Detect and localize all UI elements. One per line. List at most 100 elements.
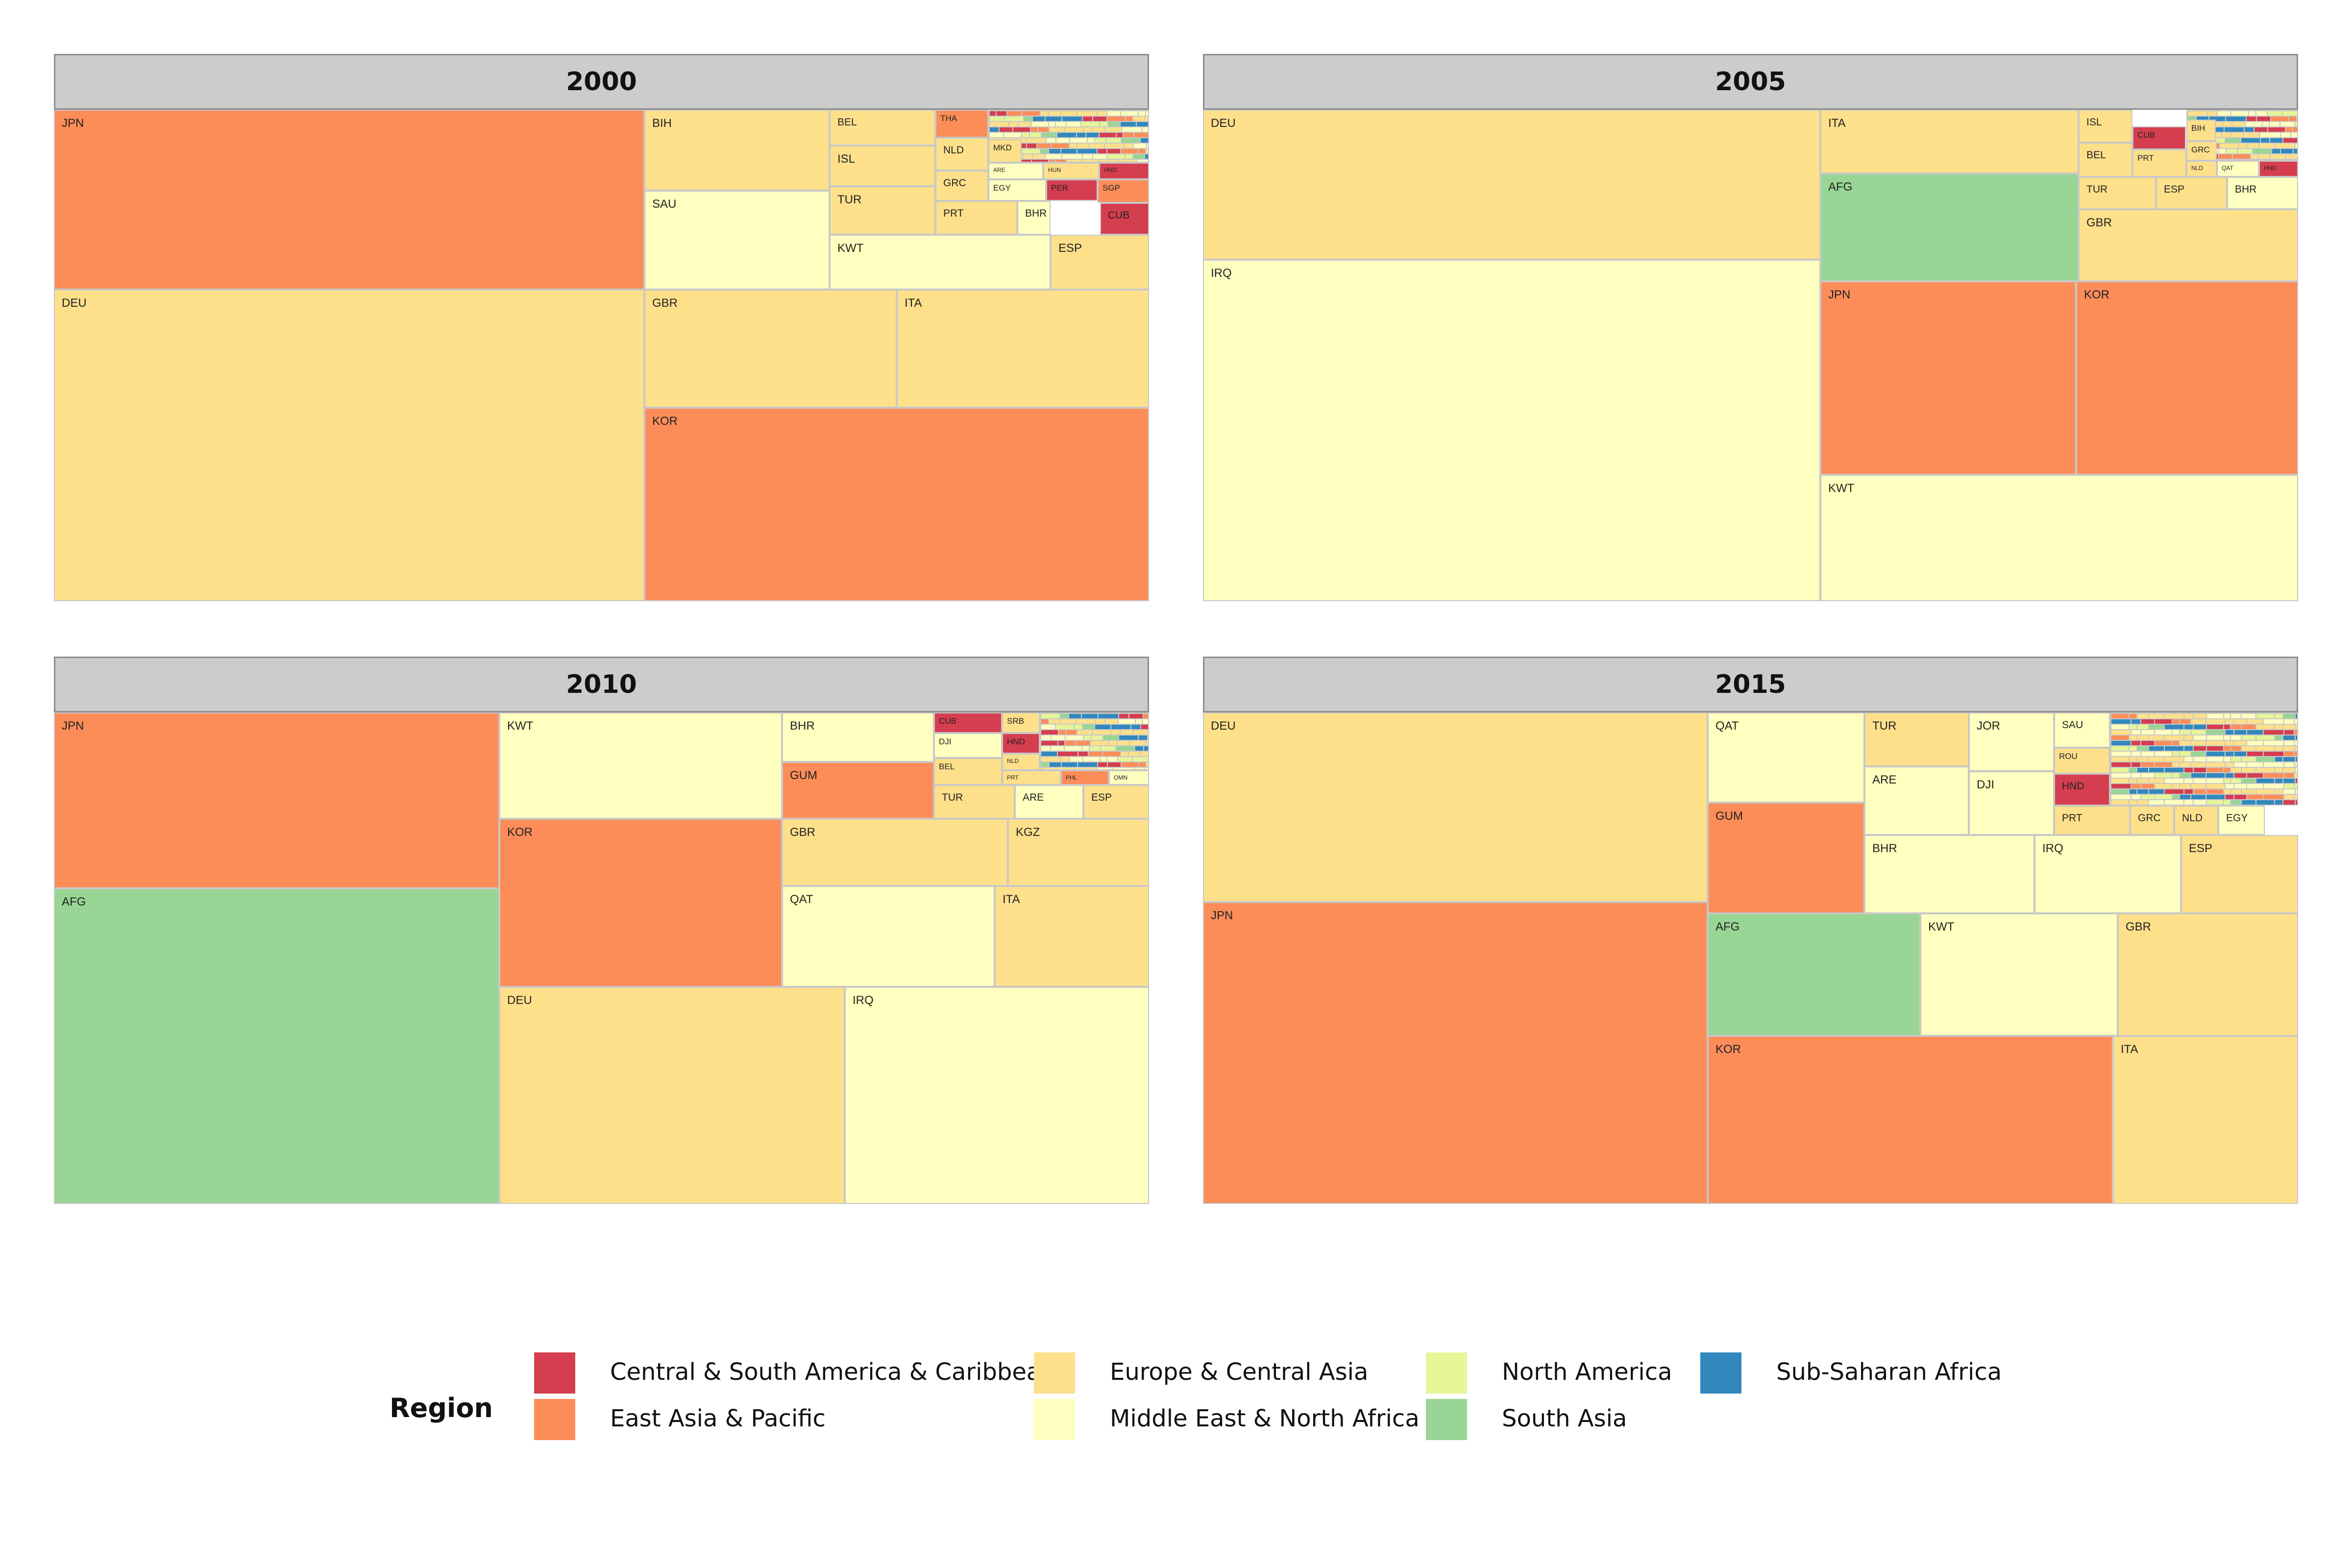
treemap-tile-ita[interactable]: ITA bbox=[995, 886, 1149, 987]
treemap-tile-grc[interactable]: GRC bbox=[2130, 806, 2174, 835]
treemap-tile-dji[interactable]: DJI bbox=[1969, 771, 2054, 835]
treemap-tile-prt[interactable]: PRT bbox=[2132, 149, 2186, 177]
treemap-tile-gum[interactable]: GUM bbox=[782, 762, 934, 819]
treemap-tile-srb[interactable]: SRB bbox=[1002, 712, 1040, 733]
treemap-tile-qat[interactable]: QAT bbox=[782, 886, 995, 987]
treemap-tile-bhr[interactable]: BHR bbox=[1864, 835, 2034, 913]
tile-label: ESP bbox=[1091, 792, 1112, 803]
treemap-tile-esp[interactable]: ESP bbox=[2181, 835, 2298, 913]
treemap-tile-esp[interactable]: ESP bbox=[2156, 177, 2227, 209]
treemap-tile-deu[interactable]: DEU bbox=[1203, 110, 1820, 260]
treemap-tile-bih[interactable]: BIH bbox=[2186, 120, 2216, 141]
treemap-tile-prt[interactable]: PRT bbox=[2054, 806, 2130, 835]
treemap-tile-gum[interactable]: GUM bbox=[1708, 803, 1864, 913]
treemap-tile-gbr[interactable]: GBR bbox=[2079, 209, 2298, 281]
treemap-tile-kor[interactable]: KOR bbox=[1708, 1036, 2113, 1204]
tile-label: HND bbox=[1007, 737, 1025, 746]
treemap-tile-nld[interactable]: NLD bbox=[1002, 754, 1040, 770]
tile-label: PRT bbox=[1007, 774, 1019, 781]
treemap-tile-hnd[interactable]: HND bbox=[2259, 161, 2298, 177]
small-country-tile bbox=[1060, 713, 1069, 719]
treemap-tile-gbr[interactable]: GBR bbox=[782, 819, 1008, 886]
treemap-tile-esp[interactable]: ESP bbox=[1083, 785, 1149, 819]
treemap-tile-isl[interactable]: ISL bbox=[830, 146, 935, 186]
treemap-tile-jpn[interactable]: JPN bbox=[54, 712, 499, 888]
treemap-tile-deu[interactable]: DEU bbox=[54, 290, 644, 601]
treemap-tile-gbr[interactable]: GBR bbox=[644, 290, 897, 408]
treemap-tile-jpn[interactable]: JPN bbox=[54, 110, 644, 290]
treemap-tile-afg[interactable]: AFG bbox=[1708, 913, 1920, 1036]
small-country-tile bbox=[2111, 713, 2129, 719]
small-country-tile bbox=[2232, 154, 2251, 159]
treemap-tile-deu[interactable]: DEU bbox=[499, 987, 845, 1204]
treemap-tile-bel[interactable]: BEL bbox=[934, 758, 1002, 785]
treemap-tile-sau[interactable]: SAU bbox=[644, 191, 830, 290]
treemap-tile-kwt[interactable]: KWT bbox=[1820, 475, 2298, 601]
treemap-tile-kor[interactable]: KOR bbox=[2076, 281, 2298, 475]
treemap-tile-ita[interactable]: ITA bbox=[2113, 1036, 2298, 1204]
treemap-tile-ita[interactable]: ITA bbox=[897, 290, 1149, 408]
treemap-tile-hnd[interactable]: HND bbox=[2054, 774, 2110, 806]
treemap-tile-per[interactable]: PER bbox=[1046, 179, 1098, 201]
treemap-tile-kor[interactable]: KOR bbox=[644, 408, 1149, 601]
treemap-tile-cub[interactable]: CUB bbox=[2132, 126, 2186, 149]
treemap-tile-tha[interactable]: THA bbox=[935, 110, 988, 138]
treemap-tile-kgz[interactable]: KGZ bbox=[1008, 819, 1149, 886]
treemap-tile-afg[interactable]: AFG bbox=[54, 888, 499, 1204]
treemap-tile-jpn[interactable]: JPN bbox=[1820, 281, 2076, 475]
treemap-tile-irq[interactable]: IRQ bbox=[2034, 835, 2181, 913]
treemap-tile-qat[interactable]: QAT bbox=[2217, 161, 2259, 177]
small-country-tile bbox=[2193, 789, 2206, 794]
treemap-tile-sgp[interactable]: SGP bbox=[1098, 179, 1149, 203]
treemap-tile-egy[interactable]: EGY bbox=[988, 179, 1046, 201]
treemap-tile-ita[interactable]: ITA bbox=[1820, 110, 2079, 173]
treemap-tile-prt[interactable]: PRT bbox=[935, 201, 1017, 235]
treemap-tile-bhr[interactable]: BHR bbox=[1017, 201, 1051, 235]
treemap-tile-deu[interactable]: DEU bbox=[1203, 712, 1708, 902]
treemap-tile-irq[interactable]: IRQ bbox=[1203, 260, 1820, 601]
treemap-tile-irq[interactable]: IRQ bbox=[845, 987, 1149, 1204]
treemap-tile-tur[interactable]: TUR bbox=[1864, 712, 1969, 766]
treemap-tile-sau[interactable]: SAU bbox=[2054, 712, 2110, 748]
treemap-tile-kwt[interactable]: KWT bbox=[499, 712, 782, 819]
treemap-tile-jor[interactable]: JOR bbox=[1969, 712, 2054, 771]
treemap-tile-egy[interactable]: EGY bbox=[2218, 806, 2265, 835]
treemap-tile-dji[interactable]: DJI bbox=[934, 733, 1002, 758]
treemap-tile-nld[interactable]: NLD bbox=[2174, 806, 2218, 835]
treemap-tile-kwt[interactable]: KWT bbox=[830, 235, 1051, 290]
treemap-tile-afg[interactable]: AFG bbox=[1820, 173, 2079, 281]
treemap-tile-phl[interactable]: PHL bbox=[1061, 770, 1109, 785]
treemap-tile-are[interactable]: ARE bbox=[988, 163, 1043, 179]
treemap-tile-are[interactable]: ARE bbox=[1864, 766, 1969, 835]
treemap-tile-kor[interactable]: KOR bbox=[499, 819, 782, 987]
treemap-tile-bhr[interactable]: BHR bbox=[2227, 177, 2298, 209]
treemap-tile-hun[interactable]: HUN bbox=[1043, 163, 1099, 179]
treemap-tile-kwt[interactable]: KWT bbox=[1920, 913, 2118, 1036]
treemap-tile-prt[interactable]: PRT bbox=[1002, 770, 1061, 785]
treemap-tile-tur[interactable]: TUR bbox=[2079, 177, 2156, 209]
treemap-tile-grc[interactable]: GRC bbox=[2186, 141, 2217, 161]
treemap-tile-are[interactable]: ARE bbox=[1015, 785, 1083, 819]
treemap-tile-qat[interactable]: QAT bbox=[1708, 712, 1864, 803]
treemap-tile-esp[interactable]: ESP bbox=[1051, 235, 1149, 290]
treemap-tile-cub[interactable]: CUB bbox=[1100, 203, 1149, 235]
treemap-tile-bhr[interactable]: BHR bbox=[782, 712, 934, 762]
treemap-tile-gbr[interactable]: GBR bbox=[2118, 913, 2298, 1036]
treemap-tile-nld[interactable]: NLD bbox=[2186, 161, 2217, 177]
treemap-tile-jpn[interactable]: JPN bbox=[1203, 902, 1708, 1204]
treemap-tile-hnd[interactable]: HND bbox=[1002, 733, 1040, 754]
treemap-tile-cub[interactable]: CUB bbox=[934, 712, 1002, 733]
treemap-tile-rou[interactable]: ROU bbox=[2054, 748, 2110, 774]
treemap-tile-tur[interactable]: TUR bbox=[934, 785, 1015, 819]
treemap-tile-mkd[interactable]: MKD bbox=[988, 139, 1022, 163]
treemap-tile-tur[interactable]: TUR bbox=[830, 186, 935, 235]
treemap-tile-isl[interactable]: ISL bbox=[2079, 110, 2132, 143]
treemap-tile-bel[interactable]: BEL bbox=[2079, 143, 2132, 177]
treemap-tile-grc[interactable]: GRC bbox=[935, 171, 988, 201]
small-country-tile bbox=[2129, 735, 2137, 740]
treemap-tile-bih[interactable]: BIH bbox=[644, 110, 830, 191]
treemap-tile-omn[interactable]: OMN bbox=[1109, 770, 1149, 785]
treemap-tile-bel[interactable]: BEL bbox=[830, 110, 935, 146]
treemap-tile-hnd[interactable]: HND bbox=[1099, 163, 1149, 179]
treemap-tile-nld[interactable]: NLD bbox=[935, 138, 988, 171]
